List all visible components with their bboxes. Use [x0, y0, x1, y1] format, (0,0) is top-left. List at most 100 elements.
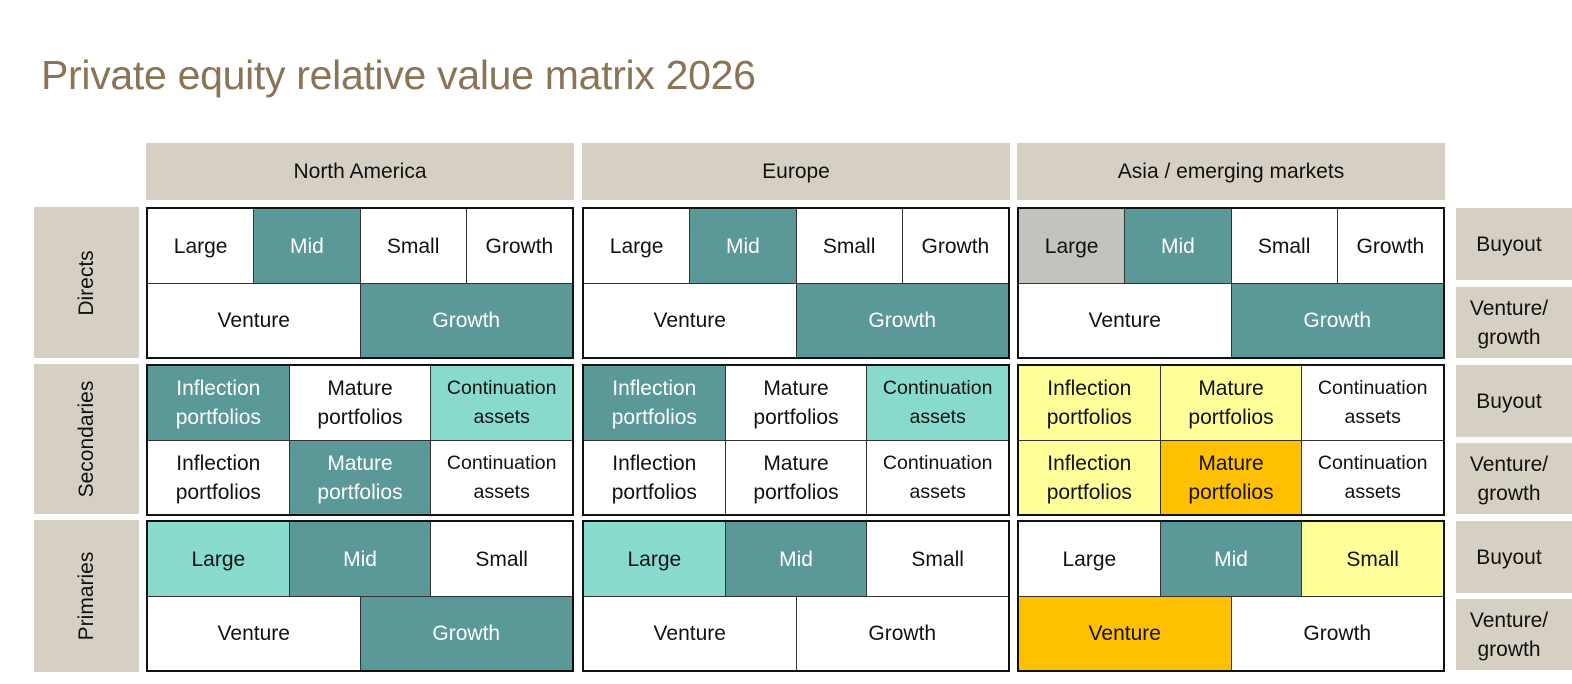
- matrix-row-venture-growth: Inflection portfolios Mature portfolios Cont…: [584, 441, 1009, 514]
- matrix-row-buyout: Large Mid Small Growth: [148, 209, 572, 284]
- matrix-cell: Small: [1302, 522, 1444, 596]
- matrix-cell: Mature portfolios: [725, 441, 868, 514]
- matrix-cell: Growth: [360, 597, 572, 670]
- cell-label: Continuation assets: [882, 377, 993, 428]
- matrix-cell: Inflection portfolios: [584, 366, 726, 440]
- matrix-panel-directs-europe: Large Mid Small Growth Venture Growth: [582, 207, 1010, 359]
- matrix-cell: Venture: [1019, 597, 1232, 670]
- cell-label: Growth: [485, 234, 554, 258]
- matrix-row-buyout: Large Mid Small: [148, 522, 573, 597]
- row-label-secondaries-venture-growth: Venture/growth: [1456, 443, 1572, 514]
- matrix-cell: Small: [796, 209, 903, 283]
- matrix-cell: Large: [148, 522, 290, 596]
- matrix-cell: Continuation assets: [867, 366, 1009, 440]
- section-label-secondaries: Secondaries: [34, 364, 139, 514]
- matrix-cell: Growth: [796, 597, 1008, 670]
- column-header-north-america: North America: [146, 143, 574, 200]
- cell-label: Large: [609, 234, 664, 258]
- matrix-row-venture-growth: Inflection portfolios Mature portfolios Cont…: [1019, 441, 1444, 514]
- cell-label: Venture: [1088, 622, 1161, 645]
- matrix-row-buyout: Inflection portfolios Mature portfolios Cont…: [1019, 366, 1444, 441]
- matrix-cell: Growth: [360, 284, 572, 357]
- column-header-europe: Europe: [582, 143, 1010, 200]
- matrix-row-venture-growth: Venture Growth: [584, 284, 1008, 357]
- matrix-cell: Venture: [584, 284, 797, 357]
- matrix-cell: Growth: [796, 284, 1008, 357]
- matrix-cell: Mid: [1125, 209, 1232, 283]
- matrix-row-buyout: Large Mid Small Growth: [1019, 209, 1443, 284]
- cell-label: Growth: [1303, 622, 1372, 645]
- cell-label: Large: [173, 234, 228, 258]
- cell-label: Mature portfolios: [753, 451, 839, 504]
- row-label-directs-buyout: Buyout: [1456, 208, 1572, 280]
- cell-label: Growth: [432, 622, 501, 645]
- cell-label: Small: [1257, 234, 1311, 258]
- cell-label: Mid: [779, 547, 813, 571]
- matrix-panel-primaries-europe: Large Mid Small Venture Growth: [582, 520, 1010, 672]
- cell-label: Growth: [868, 309, 937, 332]
- row-label-text: Venture/growth: [1469, 296, 1549, 349]
- section-label-text: Primaries: [74, 551, 98, 641]
- matrix-cell: Mid: [1160, 522, 1303, 596]
- matrix-cell: Growth: [1231, 597, 1443, 670]
- matrix-row-buyout: Inflection portfolios Mature portfolios Cont…: [148, 366, 573, 441]
- matrix-panel-secondaries-asia: Inflection portfolios Mature portfolios Cont…: [1017, 364, 1445, 516]
- matrix-cell: Venture: [584, 597, 797, 670]
- cell-label: Mid: [1160, 234, 1195, 258]
- matrix-row-venture-growth: Venture Growth: [148, 284, 572, 357]
- matrix-panel-directs-north-america: Large Mid Small Growth Venture Growth: [146, 207, 574, 359]
- matrix-row-buyout: Large Mid Small Growth: [584, 209, 1008, 284]
- cell-label: Large: [627, 547, 682, 571]
- page-title: Private equity relative value matrix 202…: [41, 52, 756, 98]
- row-label-text: Venture/growth: [1469, 452, 1549, 505]
- matrix-cell: Inflection portfolios: [584, 441, 726, 514]
- matrix-panel-primaries-asia: Large Mid Small Venture Growth: [1017, 520, 1445, 672]
- cell-label: Mid: [1214, 547, 1248, 571]
- matrix-row-venture-growth: Venture Growth: [148, 597, 572, 670]
- section-label-text: Directs: [74, 249, 98, 316]
- cell-label: Small: [911, 547, 964, 571]
- matrix-cell: Mid: [289, 522, 432, 596]
- matrix-cell: Inflection portfolios: [148, 441, 290, 514]
- cell-label: Mature portfolios: [1188, 451, 1274, 504]
- row-label-text: Buyout: [1476, 545, 1542, 569]
- matrix-panel-secondaries-europe: Inflection portfolios Mature portfolios Cont…: [582, 364, 1010, 516]
- matrix-cell: Inflection portfolios: [148, 366, 290, 440]
- matrix-cell: Continuation assets: [431, 441, 573, 514]
- cell-label: Mature portfolios: [753, 377, 839, 429]
- matrix-cell: Mature portfolios: [289, 441, 432, 514]
- cell-label: Growth: [432, 309, 501, 332]
- matrix-row-venture-growth: Venture Growth: [1019, 284, 1443, 357]
- cell-label: Small: [1346, 547, 1399, 571]
- cell-label: Venture: [653, 309, 726, 332]
- matrix-row-buyout: Large Mid Small: [584, 522, 1009, 597]
- matrix-cell: Growth: [902, 209, 1008, 283]
- cell-label: Mature portfolios: [317, 451, 403, 504]
- matrix-cell: Mature portfolios: [1160, 366, 1303, 440]
- matrix-cell: Small: [1231, 209, 1338, 283]
- matrix-panel-primaries-north-america: Large Mid Small Venture Growth: [146, 520, 574, 672]
- row-label-directs-venture-growth: Venture/growth: [1456, 287, 1572, 358]
- section-label-text: Secondaries: [74, 380, 98, 498]
- matrix-cell: Growth: [466, 209, 572, 283]
- matrix-cell: Mid: [690, 209, 797, 283]
- cell-label: Inflection portfolios: [175, 451, 261, 504]
- cell-label: Large: [1062, 547, 1117, 571]
- cell-label: Mature portfolios: [1188, 377, 1274, 429]
- cell-label: Venture: [1088, 309, 1161, 332]
- row-label-primaries-buyout: Buyout: [1456, 521, 1572, 593]
- matrix-cell: Growth: [1337, 209, 1443, 283]
- matrix-cell: Mature portfolios: [1160, 441, 1303, 514]
- matrix-cell: Continuation assets: [1302, 366, 1444, 440]
- matrix-cell: Venture: [148, 597, 361, 670]
- matrix-row-venture-growth: Inflection portfolios Mature portfolios Cont…: [148, 441, 573, 514]
- cell-label: Small: [386, 234, 440, 258]
- cell-label: Venture: [653, 622, 726, 645]
- cell-label: Mid: [725, 234, 760, 258]
- cell-label: Continuation assets: [882, 451, 993, 503]
- cell-label: Inflection portfolios: [611, 377, 697, 429]
- cell-label: Continuation assets: [1317, 377, 1428, 428]
- section-label-primaries: Primaries: [34, 520, 139, 672]
- matrix-panel-secondaries-north-america: Inflection portfolios Mature portfolios Cont…: [146, 364, 574, 516]
- cell-label: Growth: [1356, 234, 1425, 258]
